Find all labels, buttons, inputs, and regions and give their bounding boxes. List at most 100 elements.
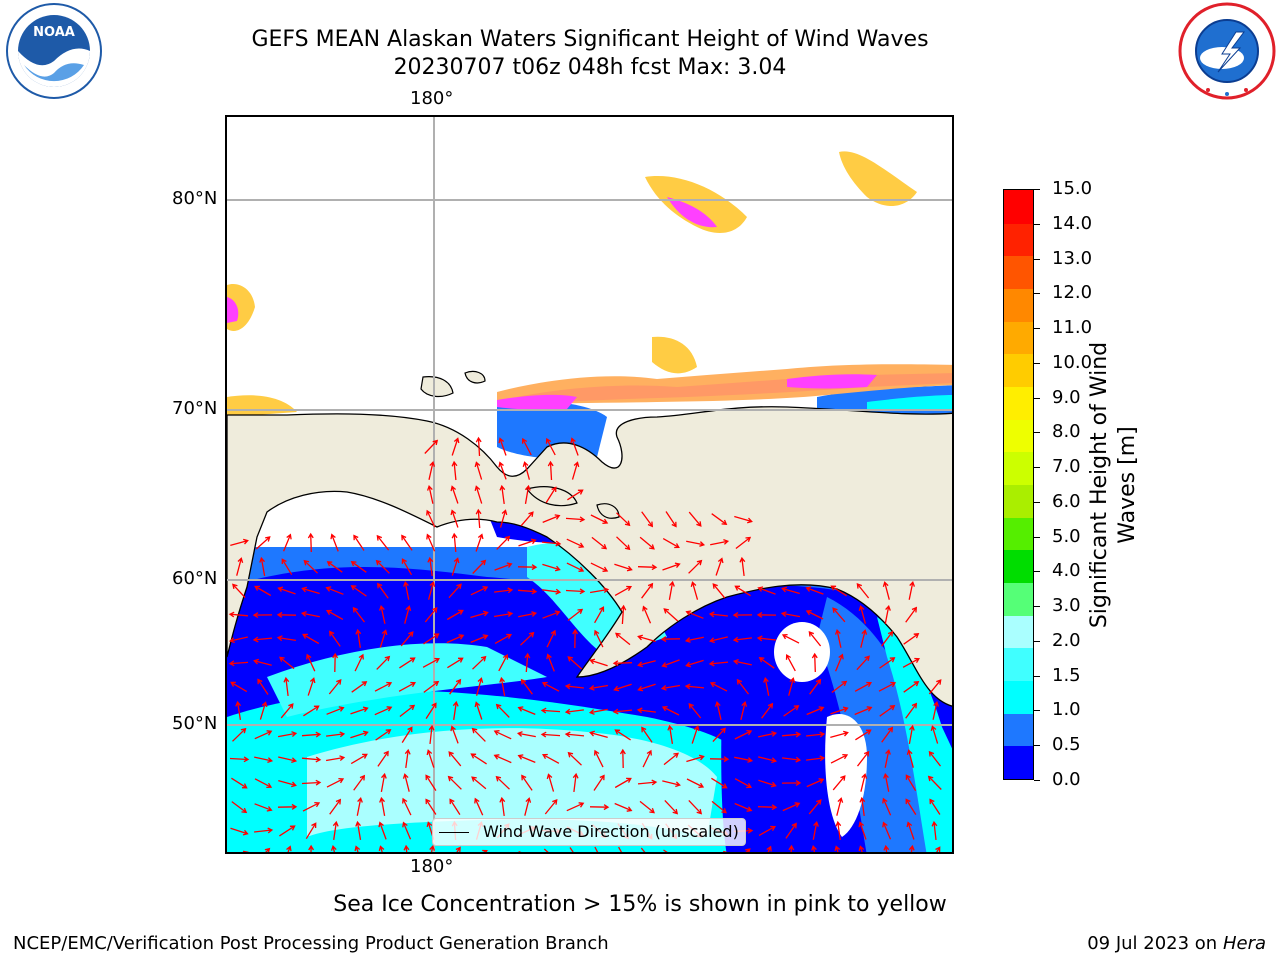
wind-wave-arrow xyxy=(860,773,868,792)
wind-wave-arrow xyxy=(546,653,555,672)
wind-wave-arrow xyxy=(376,655,391,670)
wind-wave-arrow xyxy=(230,681,248,693)
wind-wave-arrow xyxy=(883,772,890,792)
colorbar-segment xyxy=(1004,451,1033,485)
footer-date: 09 Jul 2023 on Hera xyxy=(1087,933,1266,954)
wind-wave-arrow xyxy=(283,676,290,696)
wind-wave-arrow xyxy=(448,751,462,767)
wind-wave-arrow xyxy=(854,706,873,716)
wind-wave-arrow xyxy=(423,680,440,693)
wind-wave-arrow xyxy=(642,749,652,768)
wind-wave-arrow xyxy=(763,676,770,696)
wind-wave-arrow xyxy=(451,460,458,481)
wind-wave-arrow xyxy=(567,608,584,622)
wind-wave-arrow xyxy=(378,845,385,852)
wind-wave-arrow xyxy=(303,705,320,717)
wind-wave-arrow xyxy=(450,485,459,504)
colorbar-segment xyxy=(1004,615,1033,649)
wind-wave-arrow xyxy=(471,727,486,742)
footer-machine: Hera xyxy=(1222,933,1266,954)
wind-wave-arrow xyxy=(761,702,774,719)
wind-wave-arrow xyxy=(399,704,416,718)
wind-wave-arrow xyxy=(516,731,536,738)
map-legend: Wind Wave Direction (unscaled) xyxy=(432,818,746,846)
wind-wave-arrow xyxy=(498,437,507,456)
wind-wave-arrow xyxy=(758,730,778,738)
wind-wave-arrow xyxy=(398,681,417,692)
colorbar-tick-label: 14.0 xyxy=(1052,212,1093,234)
colorbar-segment xyxy=(1004,647,1033,681)
colorbar-segment xyxy=(1004,582,1033,616)
wind-wave-arrow xyxy=(736,678,750,695)
wind-wave-arrow xyxy=(279,656,295,670)
wind-wave-arrow xyxy=(301,586,320,595)
wind-wave-arrow xyxy=(425,774,437,791)
wind-wave-arrow xyxy=(708,611,728,618)
wind-wave-arrow xyxy=(259,701,268,720)
wind-wave-arrow xyxy=(522,461,531,480)
colorbar-tick-mark xyxy=(1034,189,1040,190)
wind-wave-arrow xyxy=(277,586,296,595)
wind-wave-arrow xyxy=(571,461,580,480)
colorbar-tick-mark xyxy=(1034,536,1040,538)
colorbar-segment xyxy=(1004,255,1033,289)
wind-wave-arrow xyxy=(723,850,728,852)
wind-wave-arrow xyxy=(495,703,510,718)
wind-wave-arrow xyxy=(639,800,655,814)
wind-wave-arrow xyxy=(564,731,585,738)
wind-wave-arrow xyxy=(493,611,514,618)
colorbar-tick-mark xyxy=(1034,780,1040,781)
wind-wave-arrow xyxy=(541,681,560,692)
wind-wave-arrow xyxy=(378,604,386,624)
colorbar-tick-label: 1.5 xyxy=(1052,664,1081,686)
wind-wave-arrow xyxy=(376,534,390,551)
wind-wave-arrow xyxy=(931,820,938,840)
wind-wave-arrow xyxy=(572,772,579,792)
wind-wave-arrow xyxy=(858,605,867,624)
wind-wave-arrow xyxy=(908,580,916,600)
wind-wave-arrow xyxy=(688,703,702,719)
wind-wave-arrow xyxy=(378,821,387,840)
lat-label-50n: 50°N xyxy=(172,713,218,734)
colorbar-tick-label: 15.0 xyxy=(1052,178,1093,199)
land xyxy=(227,370,952,707)
wind-wave-arrow xyxy=(758,825,777,836)
wind-wave-arrow xyxy=(518,611,538,618)
wind-wave-arrow xyxy=(404,748,411,768)
wind-wave-arrow xyxy=(588,684,609,691)
wave-high-region xyxy=(267,643,547,717)
wind-wave-arrow xyxy=(905,606,918,623)
wind-wave-arrow xyxy=(449,678,462,695)
wind-wave-arrow xyxy=(542,563,561,572)
wind-wave-arrow xyxy=(685,610,704,619)
wind-wave-arrow xyxy=(637,660,656,668)
colorbar-tick-label: 0.5 xyxy=(1052,734,1081,756)
wind-wave-arrow xyxy=(546,773,555,792)
wind-wave-arrow xyxy=(734,778,753,789)
wind-wave-arrow xyxy=(399,657,416,669)
wind-wave-arrow xyxy=(908,844,915,852)
wind-wave-arrow xyxy=(830,706,849,715)
wind-wave-arrow xyxy=(691,725,700,744)
wind-wave-arrow xyxy=(307,677,316,696)
wind-wave-arrow xyxy=(379,796,386,817)
wind-wave-arrow xyxy=(589,804,610,811)
wind-wave-arrow xyxy=(732,658,752,666)
wind-wave-arrow xyxy=(355,820,362,841)
wind-wave-arrow xyxy=(377,750,389,767)
wind-wave-arrow xyxy=(782,802,801,812)
wind-wave-arrow xyxy=(903,681,920,693)
wind-wave-arrow xyxy=(232,583,246,599)
wind-wave-arrow xyxy=(354,653,364,672)
wind-wave-arrow xyxy=(641,582,654,599)
wind-wave-arrow xyxy=(660,636,681,643)
wind-wave-arrow xyxy=(567,656,583,670)
wind-wave-arrow xyxy=(380,772,387,793)
wind-wave-arrow xyxy=(326,777,345,788)
legend-line-icon xyxy=(439,832,469,833)
wind-wave-arrow xyxy=(612,708,633,715)
graticule xyxy=(227,117,952,852)
wind-wave-arrow xyxy=(546,629,556,648)
colorbar-tick-label: 8.0 xyxy=(1052,421,1081,443)
wind-wave-arrow xyxy=(734,515,753,524)
